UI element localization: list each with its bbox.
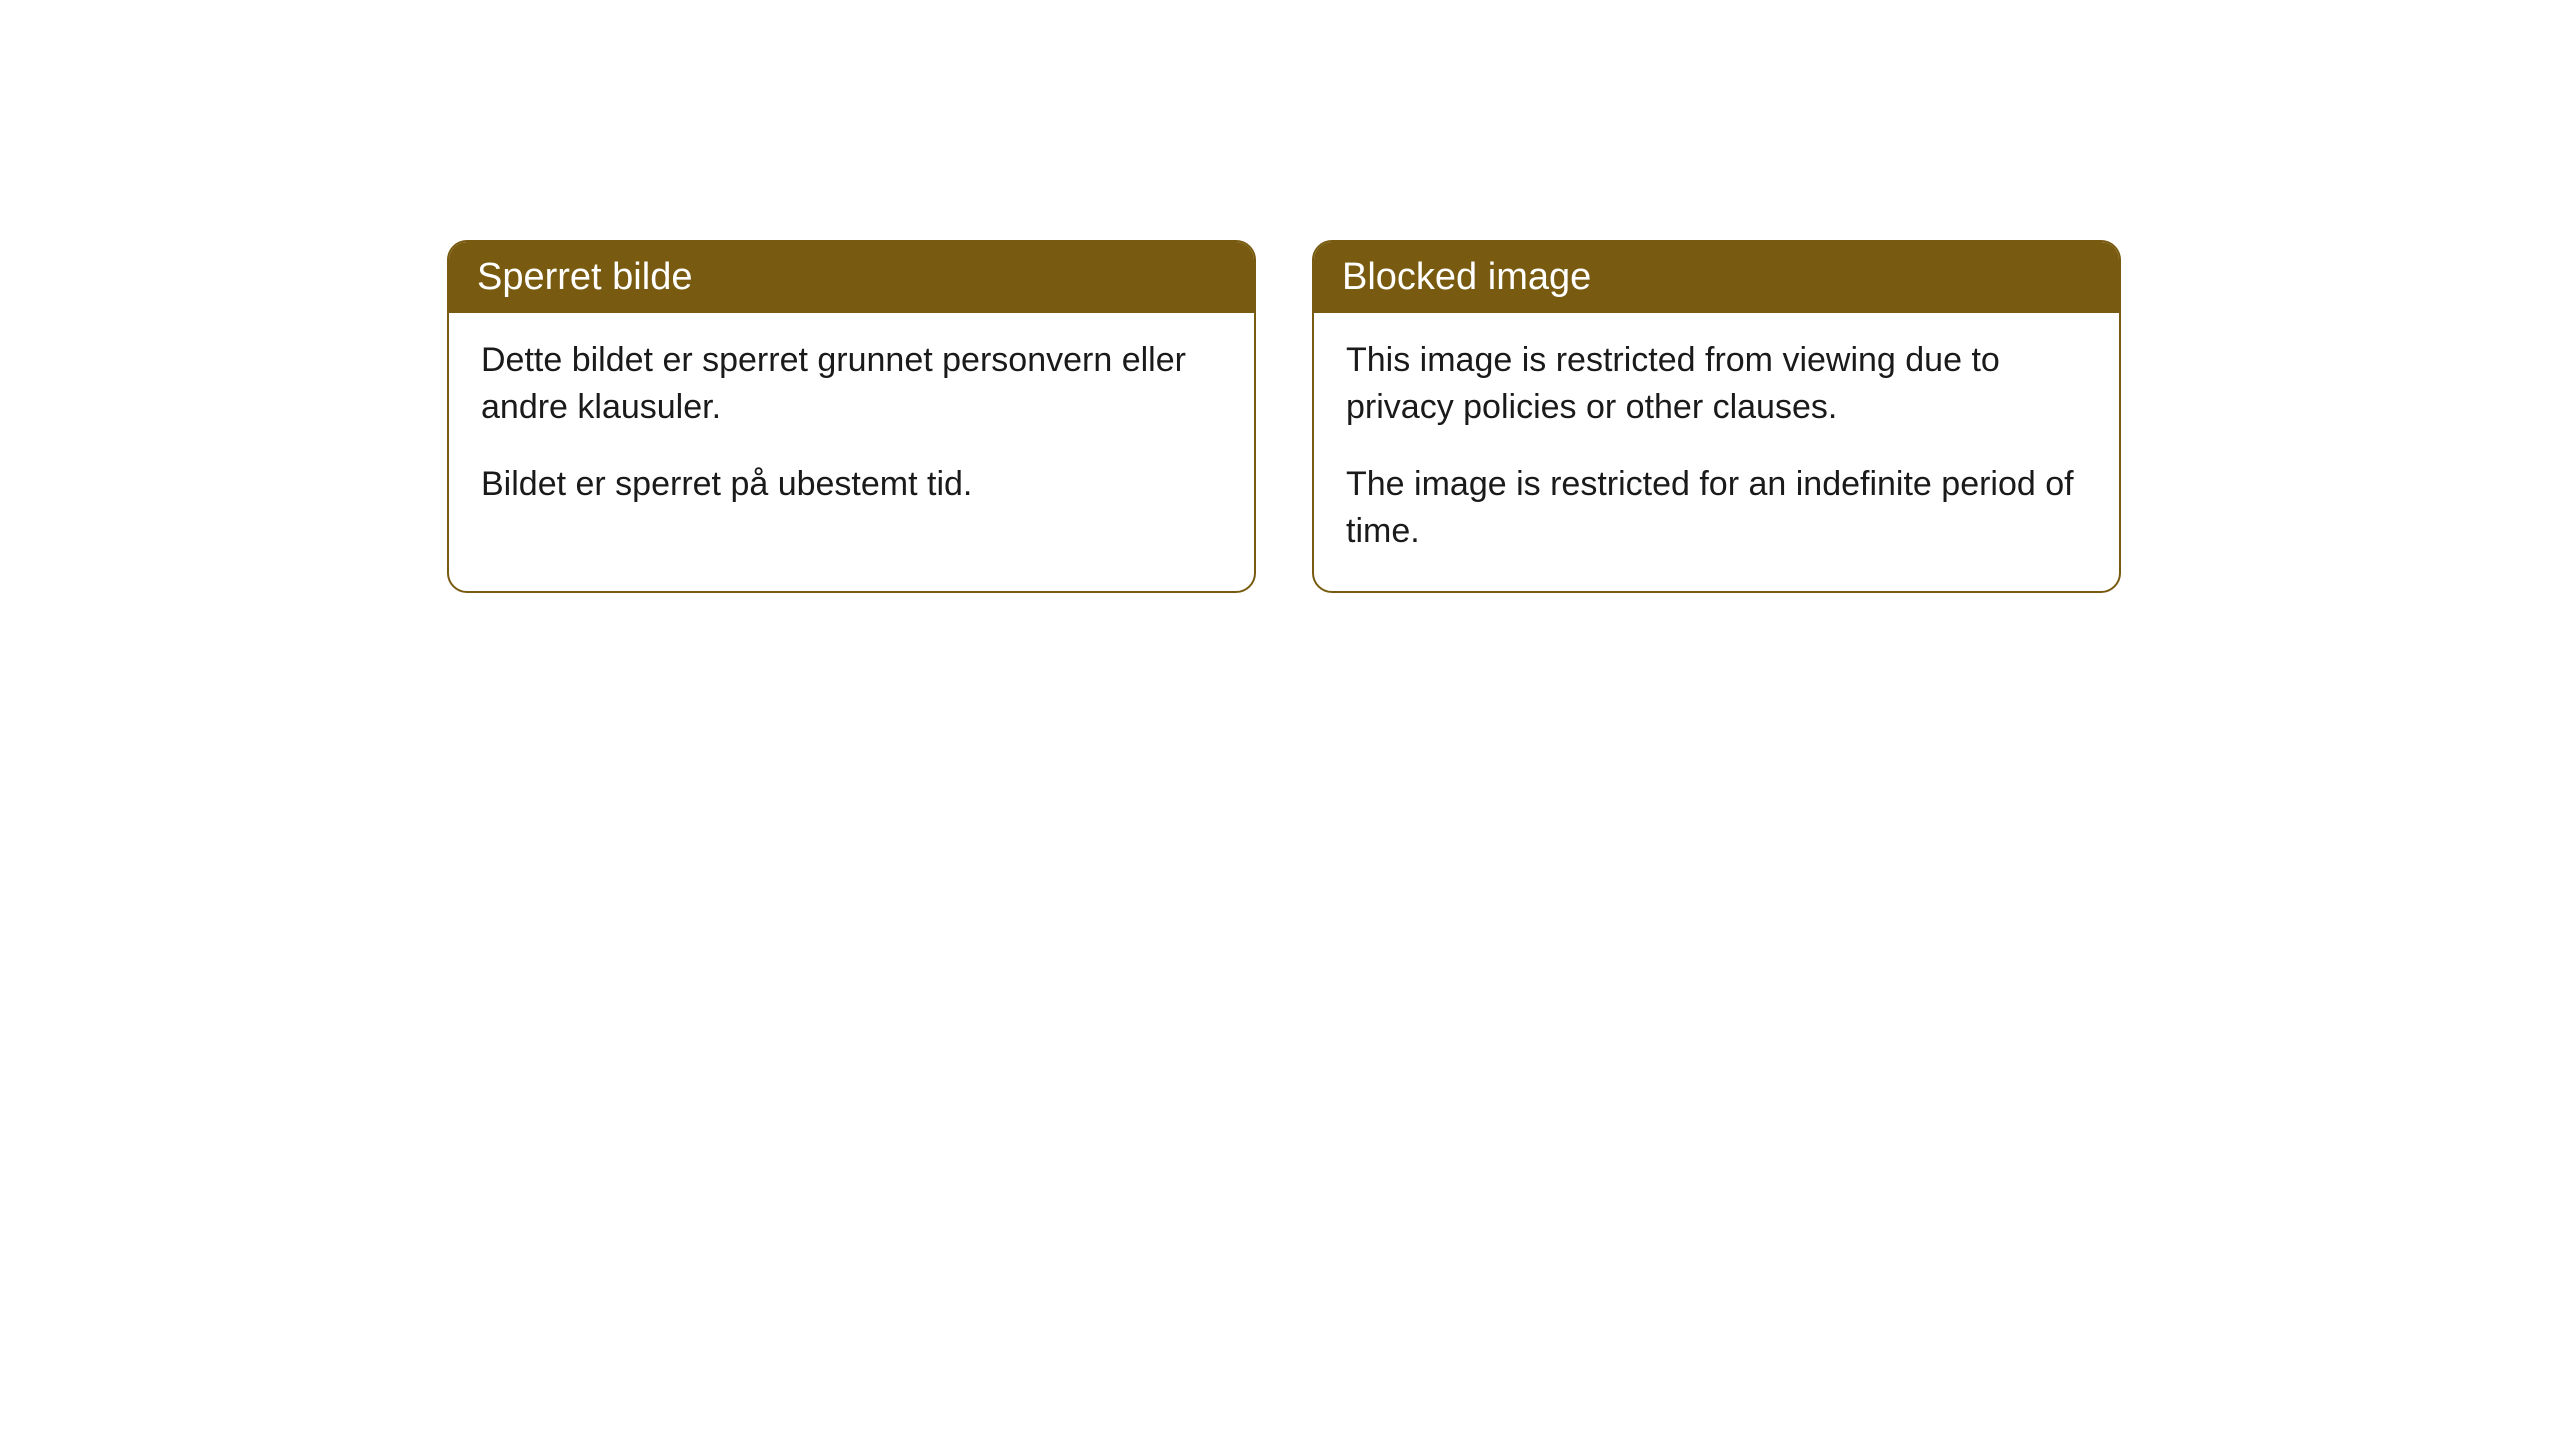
- card-header: Blocked image: [1314, 242, 2119, 313]
- card-title: Blocked image: [1342, 256, 1591, 298]
- notice-cards-container: Sperret bilde Dette bildet er sperret gr…: [447, 240, 2121, 593]
- card-paragraph: The image is restricted for an indefinit…: [1346, 461, 2087, 555]
- blocked-image-card-english: Blocked image This image is restricted f…: [1312, 240, 2121, 593]
- card-header: Sperret bilde: [449, 242, 1254, 313]
- card-title: Sperret bilde: [477, 256, 692, 298]
- card-paragraph: Dette bildet er sperret grunnet personve…: [481, 337, 1222, 431]
- blocked-image-card-norwegian: Sperret bilde Dette bildet er sperret gr…: [447, 240, 1256, 593]
- card-paragraph: Bildet er sperret på ubestemt tid.: [481, 461, 1222, 508]
- card-body: Dette bildet er sperret grunnet personve…: [449, 313, 1254, 544]
- card-paragraph: This image is restricted from viewing du…: [1346, 337, 2087, 431]
- card-body: This image is restricted from viewing du…: [1314, 313, 2119, 591]
